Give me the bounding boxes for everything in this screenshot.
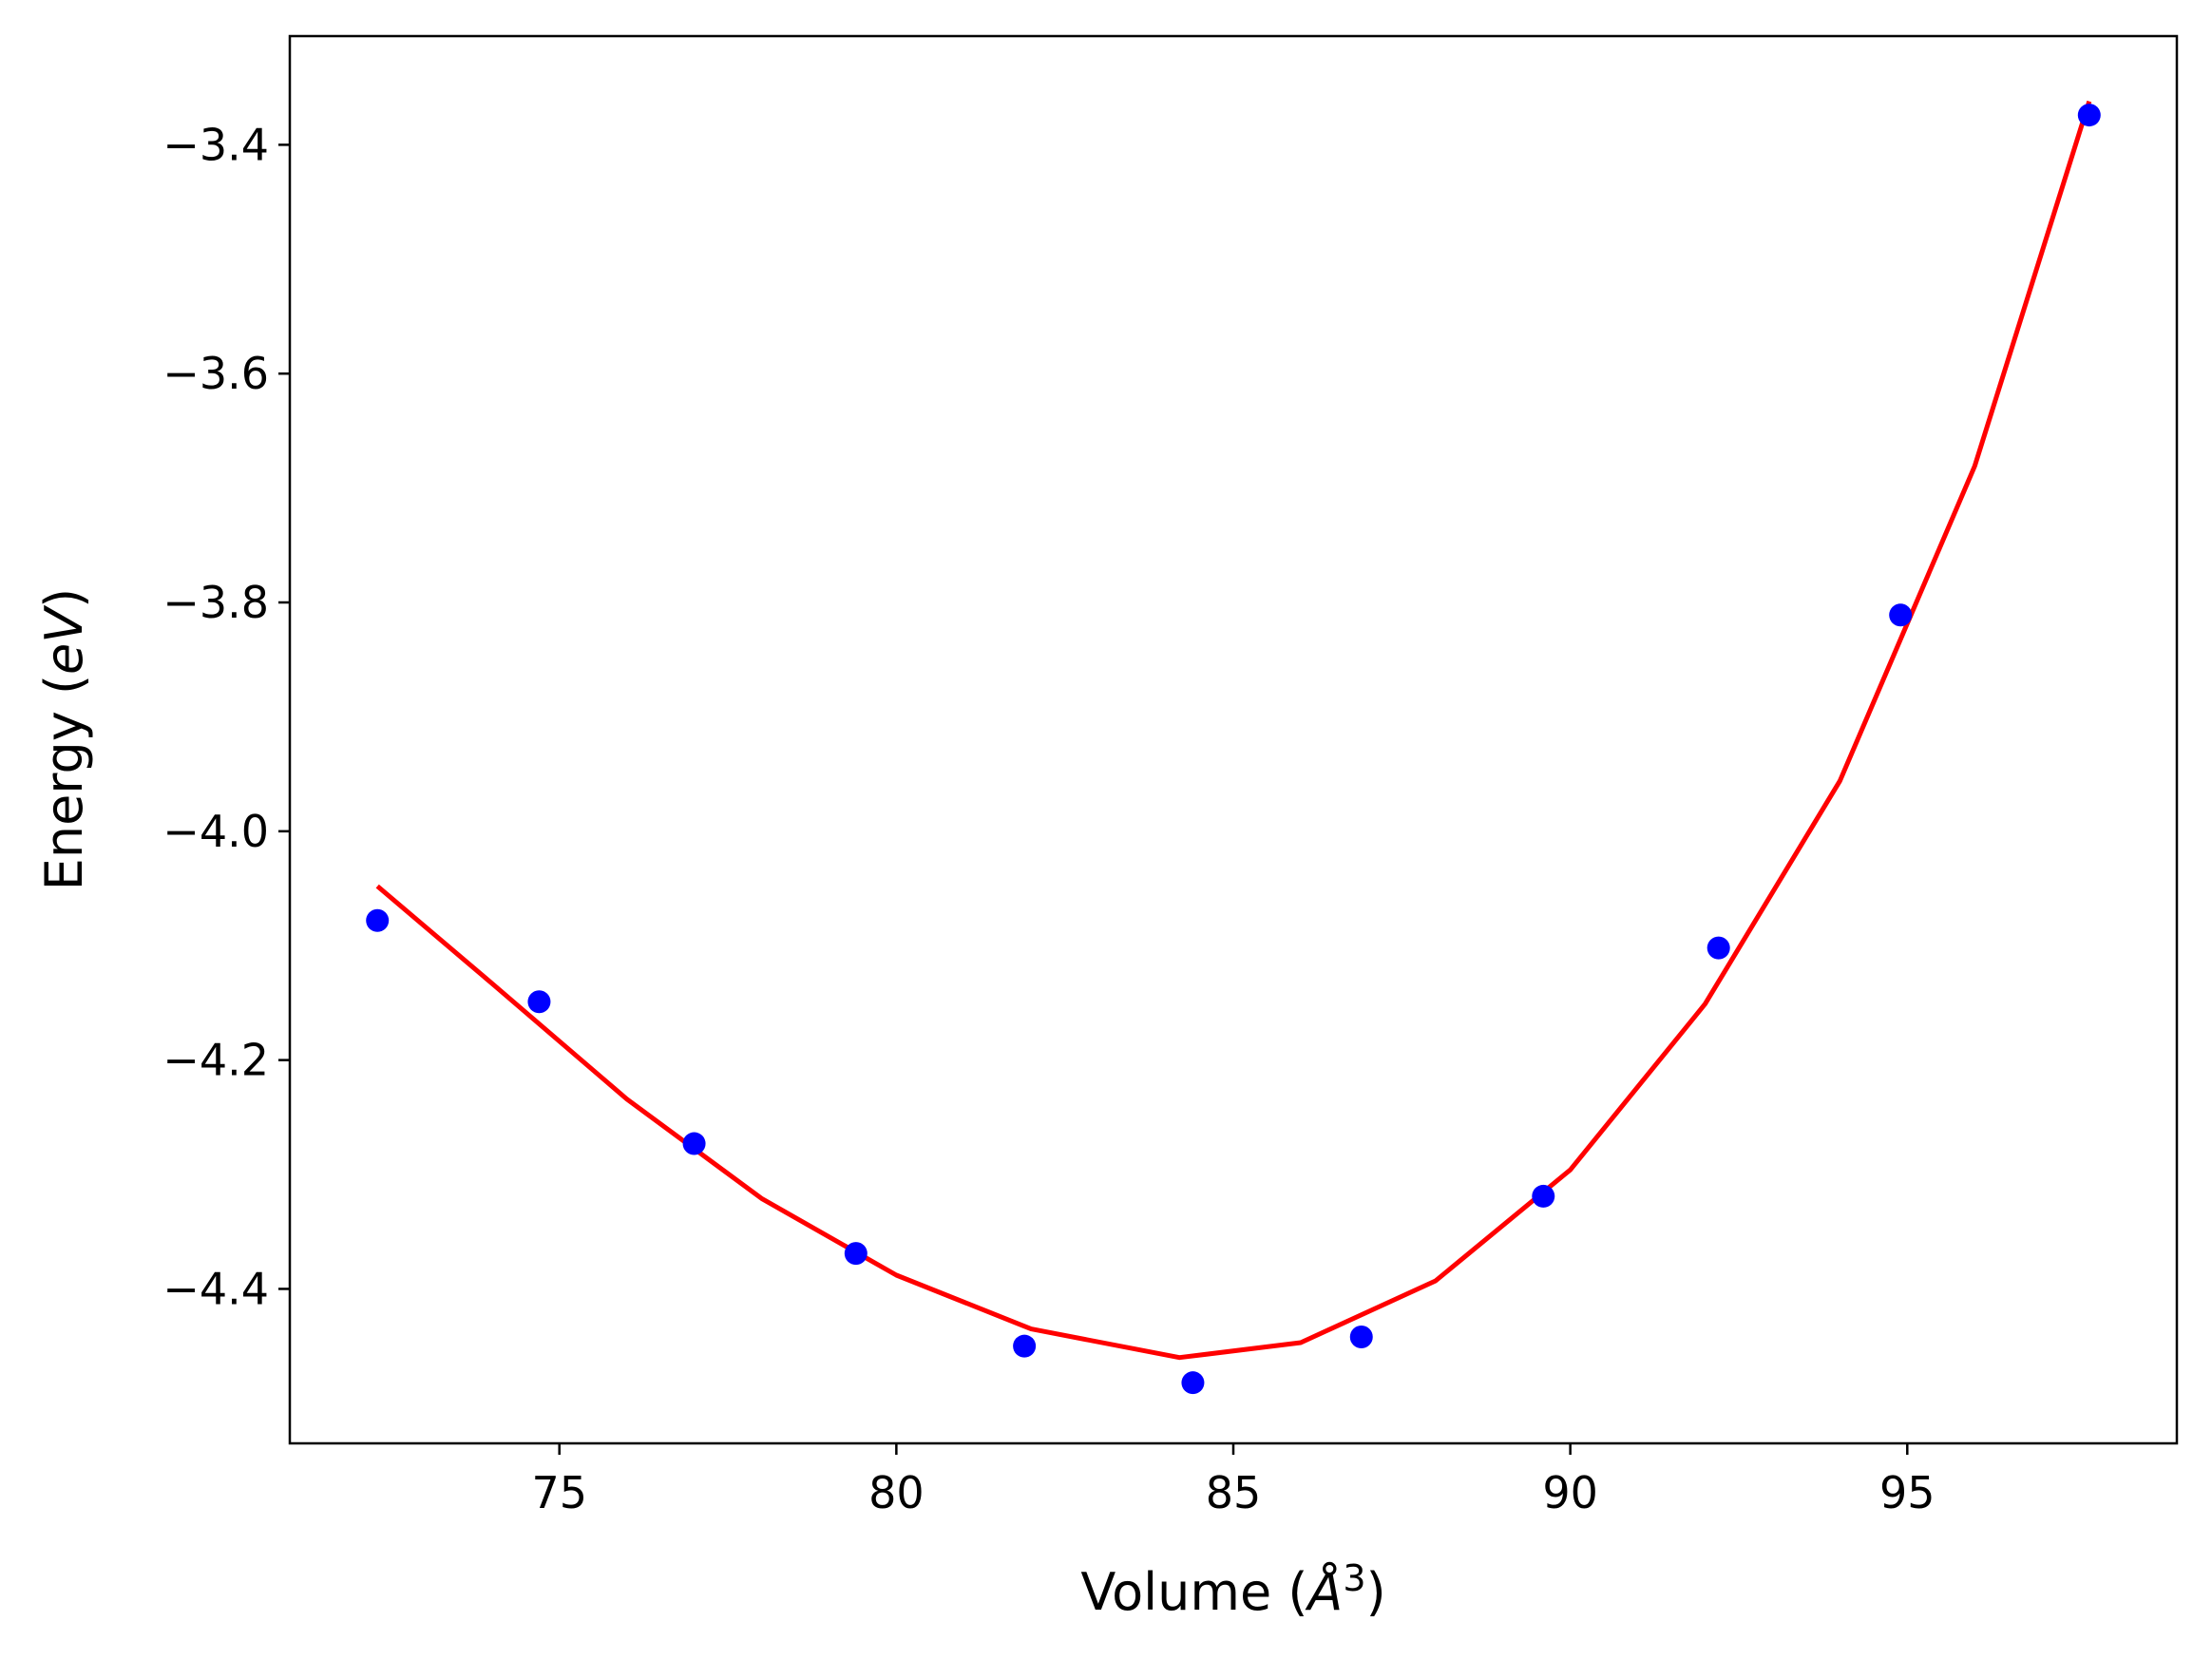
y-tick-label: −4.2 — [162, 1035, 269, 1086]
data-point — [1532, 1184, 1555, 1208]
x-tick-label: 75 — [531, 1467, 587, 1518]
x-tick-label: 85 — [1206, 1467, 1262, 1518]
data-points-layer — [366, 104, 2101, 1395]
x-axis: 75 80 85 90 95 — [531, 1443, 1936, 1518]
plot-area — [288, 34, 2179, 1445]
x-axis-unit-power: 3 — [1343, 1557, 1365, 1599]
data-point — [1889, 603, 1913, 627]
y-axis-unit: eV — [34, 604, 94, 675]
y-axis: −4.4 −4.2 −4.0 −3.8 −3.6 −3.4 — [162, 119, 290, 1314]
fit-curve-layer — [375, 100, 2092, 1361]
data-point — [2077, 104, 2101, 127]
data-point — [1349, 1326, 1373, 1349]
x-tick-label: 95 — [1879, 1467, 1936, 1518]
x-axis-unit: Å — [1305, 1561, 1343, 1622]
y-tick-label: −3.8 — [162, 577, 269, 628]
y-tick-label: −3.6 — [162, 348, 269, 399]
data-point — [1181, 1371, 1205, 1395]
data-point — [1707, 936, 1730, 960]
x-axis-label-text: Volume — [1080, 1562, 1271, 1622]
data-point — [682, 1132, 706, 1155]
y-tick-label: −4.0 — [162, 806, 269, 857]
fit-curve — [375, 100, 2092, 1361]
x-axis-label: Volume (Å3) — [1080, 1557, 1385, 1622]
x-tick-label: 90 — [1542, 1467, 1598, 1518]
y-axis-label: Energy (eV) — [34, 588, 94, 891]
data-point — [844, 1242, 868, 1266]
y-axis-label-text: Energy — [34, 711, 94, 890]
y-tick-label: −4.4 — [162, 1263, 269, 1314]
y-tick-label: −3.4 — [162, 119, 269, 170]
data-point — [366, 908, 390, 932]
x-tick-label: 80 — [868, 1467, 925, 1518]
data-point — [527, 990, 551, 1014]
data-point — [1013, 1334, 1037, 1358]
